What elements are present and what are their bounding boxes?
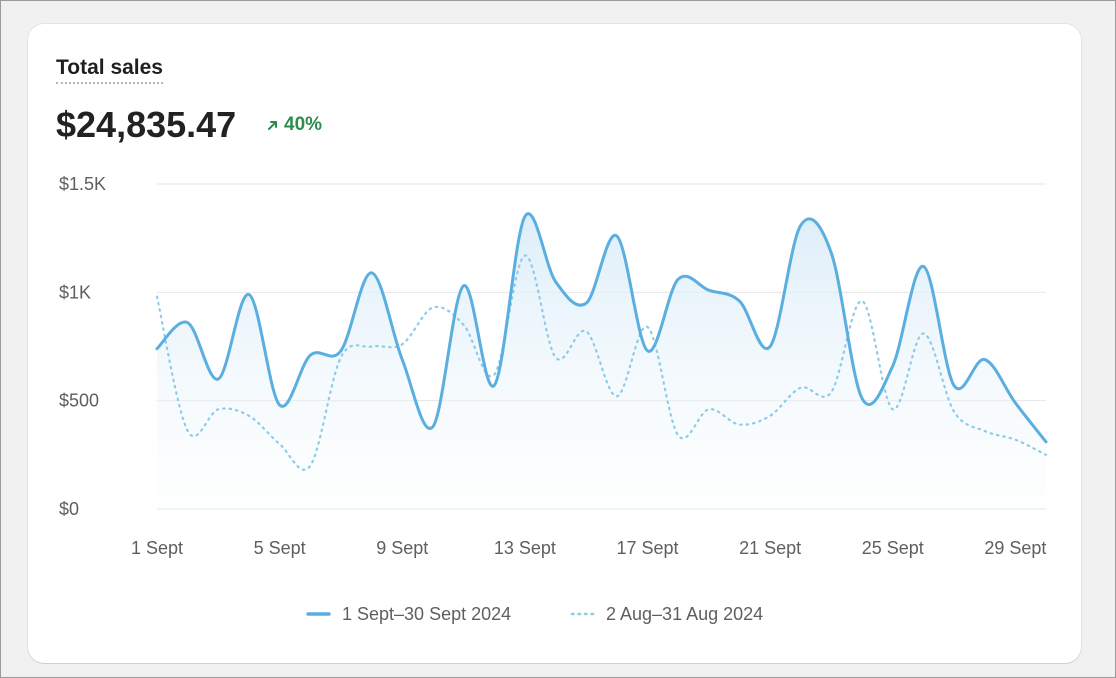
- y-tick-label: $1.5K: [59, 174, 106, 194]
- previous-period-line: [155, 254, 1048, 471]
- card-title[interactable]: Total sales: [56, 56, 163, 84]
- x-tick-label: 5 Sept: [254, 538, 306, 558]
- x-tick-label: 29 Sept: [984, 538, 1046, 558]
- legend-previous-label: 2 Aug–31 Aug 2024: [606, 604, 763, 624]
- change-percent: 40%: [284, 114, 323, 135]
- arrow-up-right-icon: [268, 121, 277, 130]
- total-sales-value: $24,835.47: [56, 104, 237, 145]
- y-tick-label: $1K: [59, 282, 91, 302]
- x-tick-label: 17 Sept: [616, 538, 678, 558]
- y-tick-label: $500: [59, 391, 99, 411]
- x-tick-label: 9 Sept: [376, 538, 428, 558]
- x-tick-label: 25 Sept: [862, 538, 924, 558]
- x-tick-label: 1 Sept: [131, 538, 183, 558]
- current-series-area: [157, 213, 1046, 510]
- current-period-line: [155, 212, 1048, 444]
- change-indicator: 40%: [266, 114, 322, 136]
- x-tick-label: 13 Sept: [494, 538, 556, 558]
- legend-current-label: 1 Sept–30 Sept 2024: [342, 604, 511, 624]
- x-tick-label: 21 Sept: [739, 538, 801, 558]
- y-tick-label: $0: [59, 499, 79, 519]
